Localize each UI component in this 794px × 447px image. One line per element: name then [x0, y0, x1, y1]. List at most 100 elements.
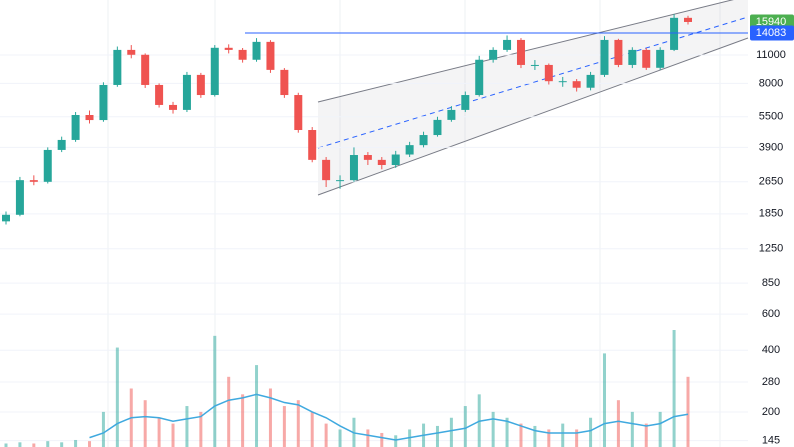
candle-body: [405, 145, 414, 155]
candle-body: [461, 95, 470, 110]
volume-ma-line: [89, 393, 689, 441]
candle-body: [99, 84, 108, 121]
volume-bar: [589, 417, 593, 447]
volume-bar: [686, 376, 690, 447]
candle-body: [475, 59, 484, 96]
candle-body: [377, 159, 386, 166]
volume-bar: [491, 411, 495, 447]
candle-body: [391, 154, 400, 166]
candle-body: [516, 39, 525, 65]
candle-body: [670, 17, 679, 50]
channel-fill: [318, 0, 748, 195]
volume-bar: [241, 394, 245, 447]
candle-body: [29, 180, 38, 182]
volume-bar: [171, 423, 175, 447]
y-tick-label: 400: [762, 344, 780, 356]
volume-bar: [227, 376, 231, 447]
volume-bar: [547, 429, 551, 447]
candle-body: [280, 69, 289, 96]
candle-body: [642, 49, 651, 68]
candle-body: [85, 114, 94, 121]
volume-bar: [143, 400, 147, 447]
candle-body: [57, 139, 66, 150]
volume-bar: [561, 423, 565, 447]
candle-body: [336, 180, 345, 182]
volume-bar: [435, 425, 439, 447]
candle-body: [503, 39, 512, 50]
volume-bar: [282, 406, 286, 447]
candle-body: [684, 17, 692, 22]
y-tick-label: 1850: [759, 208, 783, 220]
candle-body: [169, 104, 178, 110]
plot: 11000 8000 5500 3900 2650 1850 1250 850 600 400 28…: [0, 14, 794, 447]
y-tick-label: 600: [762, 308, 780, 320]
candle-body: [614, 39, 623, 65]
candle-body: [266, 41, 275, 70]
candle-body: [2, 214, 10, 222]
volume-bar: [88, 441, 92, 447]
candle-body: [447, 109, 456, 120]
candle-body: [558, 81, 567, 83]
candle-body: [113, 49, 122, 85]
volume-bar: [630, 411, 634, 447]
volume-bar: [658, 411, 662, 447]
y-tick-label: 11000: [756, 49, 786, 61]
volume-bar: [18, 442, 22, 447]
y-tick-label: 200: [762, 406, 780, 418]
candle-body: [155, 84, 164, 105]
candle-body: [349, 155, 358, 181]
volume-bar: [380, 432, 384, 447]
price-label: 14083: [756, 27, 787, 39]
candle-body: [656, 49, 665, 68]
volume-bar: [74, 439, 78, 447]
candle-body: [127, 49, 136, 55]
volume-bar: [310, 411, 314, 447]
price-label: 15940: [756, 16, 787, 28]
y-tick-label: 1250: [759, 243, 783, 255]
candle-body: [419, 135, 428, 146]
candle-body: [210, 47, 219, 96]
price-label-box: [750, 25, 794, 41]
volume-bar: [296, 400, 300, 447]
volume-bar: [644, 423, 648, 447]
volume-bar: [115, 347, 119, 447]
candle-body: [294, 95, 303, 131]
candle-body: [308, 130, 317, 160]
candle-body: [182, 74, 191, 110]
volume-bar: [255, 365, 259, 447]
volume-bar: [268, 388, 272, 447]
y-tick-label: 8000: [759, 77, 783, 89]
candle-body: [489, 49, 498, 60]
candle-body: [544, 64, 553, 82]
volume-bar: [575, 429, 579, 447]
volume-bar: [672, 330, 676, 447]
volume-bar: [616, 400, 620, 447]
candle-body: [628, 49, 637, 65]
y-tick-label: 3900: [759, 141, 783, 153]
y-tick-label: 280: [762, 376, 780, 388]
candle-body: [224, 47, 233, 50]
volume-bar: [324, 423, 328, 447]
channel-mid: [317, 16, 749, 149]
volume-bar: [46, 441, 50, 447]
candle-body: [363, 155, 372, 160]
candle-body: [530, 64, 539, 66]
volume-bar: [449, 417, 453, 447]
candle-body: [322, 159, 331, 181]
y-tick-label: 2650: [759, 176, 783, 188]
volume-bar: [338, 429, 342, 447]
volume-bar: [533, 425, 537, 447]
volume-bar: [199, 411, 203, 447]
y-tick-label: 5500: [759, 111, 783, 123]
channel-upper: [317, 0, 734, 103]
candle-body: [238, 49, 247, 60]
volume-bar: [394, 435, 398, 447]
y-tick-label: 850: [762, 277, 780, 289]
volume-bar: [32, 443, 36, 447]
volume-bar: [4, 443, 8, 447]
candle-body: [141, 54, 150, 85]
volume-bar: [463, 406, 467, 447]
candle-body: [572, 81, 581, 88]
volume-bar: [366, 429, 370, 447]
